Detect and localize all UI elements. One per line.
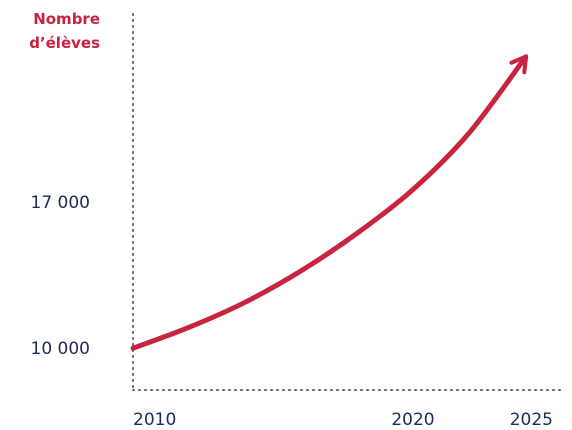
axes bbox=[132, 13, 561, 391]
x-tick-label: 2020 bbox=[391, 410, 434, 430]
y-axis-title-line-1: Nombre bbox=[33, 10, 100, 28]
x-tick-label: 2010 bbox=[133, 410, 176, 430]
ticks: 10 000 17 000 2010 2020 2025 bbox=[31, 193, 553, 430]
y-tick-label: 17 000 bbox=[31, 193, 90, 213]
x-tick-label: 2025 bbox=[510, 410, 553, 430]
series-line bbox=[130, 54, 529, 351]
series bbox=[130, 54, 529, 351]
y-tick-label: 10 000 bbox=[31, 339, 90, 359]
y-axis-title-line-2: d’élèves bbox=[29, 34, 100, 52]
